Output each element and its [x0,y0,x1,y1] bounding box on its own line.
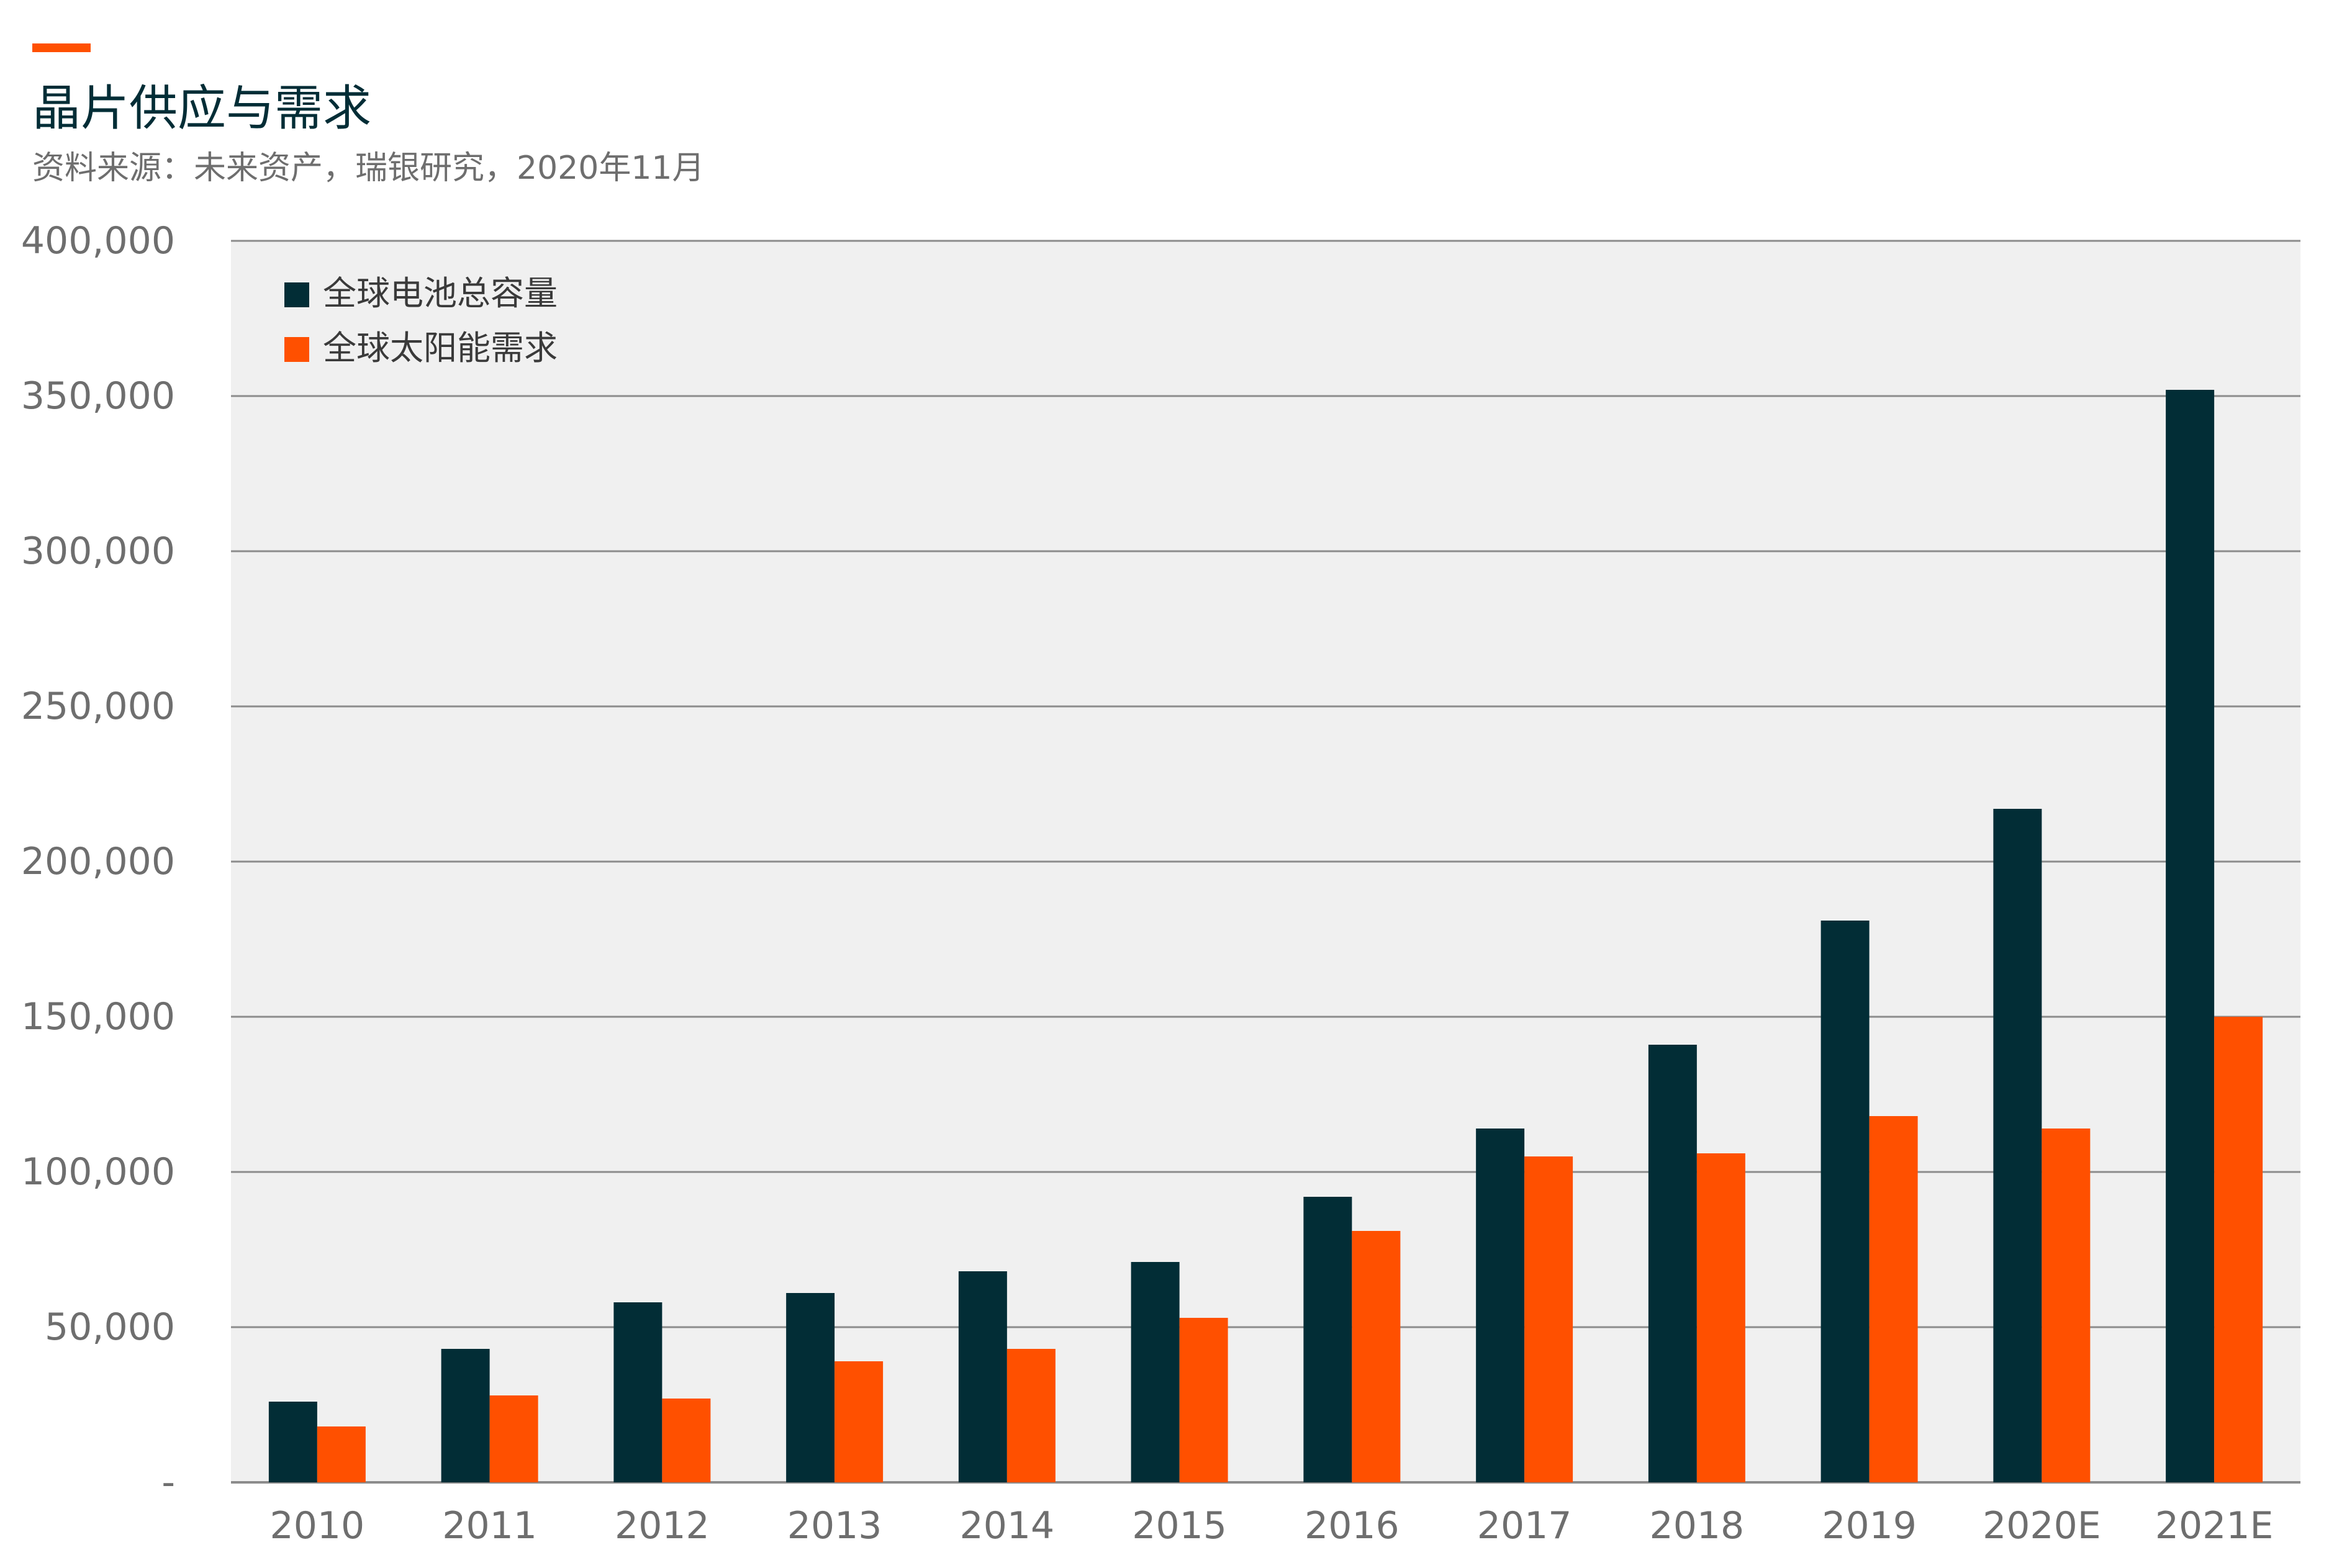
bar-solar-demand [662,1399,711,1482]
title-accent-bar [32,43,91,52]
bar-solar-demand [1006,1349,1056,1482]
bar-solar-demand [1696,1153,1745,1482]
x-tick-label: 2010 [270,1504,365,1548]
bar-solar-demand [1352,1231,1401,1482]
bar-solar-demand [1869,1116,1918,1482]
bar-battery-capacity [613,1302,663,1482]
bar-battery-capacity [1131,1262,1180,1482]
x-tick-label: 2020E [1983,1504,2101,1548]
bar-battery-capacity [786,1293,835,1482]
y-tick-label: 400,000 [21,219,175,263]
bar-battery-capacity [1820,921,1870,1482]
y-tick-label: 300,000 [21,529,175,573]
x-tick-label: 2021E [2155,1504,2274,1548]
x-tick-label: 2011 [442,1504,537,1548]
bar-battery-capacity [1648,1045,1697,1482]
legend-swatch-solar [284,337,309,362]
x-tick-label: 2013 [787,1504,882,1548]
bar-solar-demand [834,1361,884,1482]
bar-battery-capacity [1303,1197,1352,1482]
bar-solar-demand [2214,1017,2263,1482]
bar-battery-capacity [958,1271,1007,1482]
bar-solar-demand [1524,1156,1573,1482]
legend-label-battery: 全球电池总容量 [323,274,558,313]
x-tick-label: 2014 [960,1504,1055,1548]
y-tick-label: 50,000 [45,1305,175,1349]
bar-solar-demand [1179,1318,1228,1482]
y-tick-label: 350,000 [21,374,175,418]
x-tick-label: 2019 [1822,1504,1917,1548]
bar-battery-capacity [441,1349,490,1482]
y-tick-label: 200,000 [21,840,175,883]
bar-battery-capacity [1476,1129,1525,1482]
bar-solar-demand [317,1426,366,1482]
x-tick-label: 2016 [1305,1504,1400,1548]
legend-swatch-battery [284,282,309,307]
y-tick-label: 100,000 [21,1150,175,1194]
y-tick-label: 150,000 [21,995,175,1039]
bar-solar-demand [2042,1129,2091,1482]
x-tick-label: 2012 [615,1504,710,1548]
y-tick-label: - [161,1461,175,1504]
y-tick-label: 250,000 [21,685,175,728]
chart-source: 资料来源：未来资产，瑞银研究，2020年11月 [32,150,705,187]
bar-battery-capacity [1993,809,2042,1482]
legend-label-solar: 全球太阳能需求 [323,328,558,367]
bar-battery-capacity [268,1402,317,1482]
x-tick-label: 2015 [1132,1504,1227,1548]
bar-solar-demand [489,1395,538,1482]
chart-title: 晶片供应与需求 [32,81,372,137]
x-tick-label: 2018 [1650,1504,1745,1548]
bar-battery-capacity [2166,390,2215,1482]
x-tick-label: 2017 [1477,1504,1572,1548]
